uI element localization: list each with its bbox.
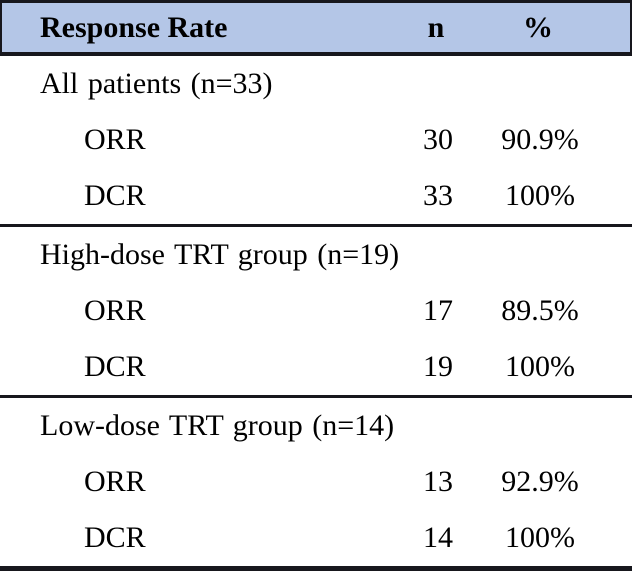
row-percent-value: 90.9%	[501, 123, 579, 156]
group-label-all-patients: All patients (n=33)	[40, 67, 273, 100]
row-n-value: 19	[423, 350, 453, 383]
section-low-dose-trt: Low-dose TRT group (n=14) ORR 13 92.9% D…	[0, 398, 632, 566]
group-label-row: High-dose TRT group (n=19)	[0, 227, 632, 283]
row-percent-value: 100%	[505, 521, 575, 554]
row-label-orr: ORR	[84, 465, 146, 498]
table-header-row: Response Rate n %	[0, 0, 632, 56]
row-label-dcr: DCR	[84, 350, 146, 383]
group-label-row: All patients (n=33)	[0, 56, 632, 112]
table-row-dcr: DCR 14 100%	[0, 510, 632, 566]
section-high-dose-trt: High-dose TRT group (n=19) ORR 17 89.5% …	[0, 227, 632, 398]
row-label-dcr: DCR	[84, 179, 146, 212]
table-row-orr: ORR 30 90.9%	[0, 112, 632, 168]
column-header-percent: %	[523, 10, 553, 44]
row-label-orr: ORR	[84, 294, 146, 327]
section-all-patients: All patients (n=33) ORR 30 90.9% DCR 33 …	[0, 56, 632, 227]
row-percent-value: 89.5%	[501, 294, 579, 327]
row-n-value: 17	[423, 294, 453, 327]
row-percent-value: 100%	[505, 179, 575, 212]
column-header-response-rate: Response Rate	[40, 10, 228, 44]
row-n-value: 30	[423, 123, 453, 156]
row-n-value: 14	[423, 521, 453, 554]
table-row-dcr: DCR 19 100%	[0, 339, 632, 395]
row-percent-value: 100%	[505, 350, 575, 383]
row-percent-value: 92.9%	[501, 465, 579, 498]
row-label-orr: ORR	[84, 123, 146, 156]
row-n-value: 13	[423, 465, 453, 498]
table-row-orr: ORR 17 89.5%	[0, 283, 632, 339]
group-label-row: Low-dose TRT group (n=14)	[0, 398, 632, 454]
group-label-low-dose: Low-dose TRT group (n=14)	[40, 409, 395, 442]
table-row-dcr: DCR 33 100%	[0, 168, 632, 224]
column-header-n: n	[427, 10, 445, 44]
row-n-value: 33	[423, 179, 453, 212]
table-row-orr: ORR 13 92.9%	[0, 454, 632, 510]
group-label-high-dose: High-dose TRT group (n=19)	[40, 238, 400, 271]
row-label-dcr: DCR	[84, 521, 146, 554]
